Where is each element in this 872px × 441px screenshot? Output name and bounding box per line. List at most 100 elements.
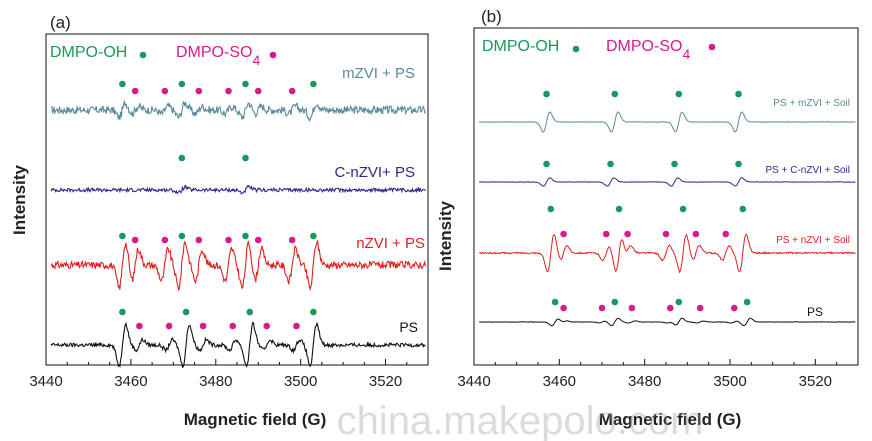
series-label-a-3: PS [399,319,418,335]
so4-peak-marker [161,236,169,244]
panel-b: (b) DMPO-OH DMPO-SO4 PS + mZVI + SoilPS … [436,7,859,429]
legend-so4-marker-b [708,43,716,51]
legend-so4-marker-a [269,51,277,59]
oh-peak-marker [607,160,614,168]
so4-peak-marker [288,236,296,244]
so4-peak-marker [293,322,300,330]
x-tick-label: 3520 [799,373,832,390]
so4-peak-marker [560,230,567,238]
panel-a-frame [45,33,429,366]
so4-peak-marker [696,304,704,312]
oh-peak-marker [310,232,317,240]
so4-peak-marker [624,230,631,238]
so4-peak-marker [254,87,262,95]
so4-peak-marker [263,322,271,330]
oh-peak-marker [679,205,687,213]
oh-peak-marker [178,154,186,162]
so4-peak-marker [229,322,237,330]
panel-a-label: (a) [50,13,71,32]
oh-peak-marker [242,232,249,240]
legend-oh-label-a: DMPO-OH [50,44,127,61]
oh-peak-marker [119,80,126,88]
panel-b-x-label: Magnetic field (G) [599,410,742,429]
oh-peak-marker [310,80,317,88]
oh-peak-marker [543,90,550,98]
oh-peak-marker [611,90,619,98]
oh-peak-marker [246,308,254,316]
so4-peak-marker [560,304,567,312]
spectrum-b-1 [479,177,856,187]
panel-a-x-label: Magnetic field (G) [184,410,327,429]
panel-b-label: (b) [481,7,502,26]
so4-peak-marker [199,322,207,330]
spectrum-a-3 [50,321,426,369]
so4-peak-marker [730,304,738,312]
watermark: china.makepolo.com [337,399,704,441]
oh-peak-marker [310,308,317,316]
so4-peak-marker [722,230,730,238]
panel-a-series: mZVI + PS C-nZVI+ PS nZVI + PS PS [50,65,427,369]
x-tick-label: 3500 [284,373,317,390]
series-label-a-1: C-nZVI+ PS [335,164,415,181]
so4-peak-marker [598,304,606,312]
so4-peak-marker [225,87,232,95]
so4-peak-marker [666,304,674,312]
so4-peak-marker [195,236,203,244]
oh-peak-marker [547,205,555,213]
so4-peak-marker [161,87,169,95]
so4-peak-marker [662,230,670,238]
x-tick-label: 3480 [199,373,232,390]
panel-a-x-axis: 3440 3460 3480 3500 3520 [29,359,429,390]
series-label-b-3: PS [807,305,823,319]
x-tick-label: 3480 [628,373,661,390]
oh-peak-marker [675,298,683,306]
panel-a-y-label: Intensity [10,165,29,235]
series-label-b-2: PS + nZVI + Soil [776,235,850,246]
oh-peak-marker [119,308,126,316]
so4-peak-marker [131,87,139,95]
oh-peak-marker [739,205,747,213]
series-label-a-2: nZVI + PS [356,235,425,252]
oh-peak-marker [675,90,683,98]
x-tick-label: 3460 [543,373,576,390]
oh-peak-marker [182,308,190,316]
spectrum-b-2 [478,233,856,274]
panel-b-x-axis: 3440 3460 3480 3500 3520 [457,359,859,390]
legend-oh-marker-b [572,45,580,53]
spectrum-b-3 [478,317,856,327]
oh-peak-marker [551,298,559,306]
x-tick-label: 3440 [29,373,62,390]
oh-peak-marker [119,232,126,240]
x-tick-label: 3500 [713,373,746,390]
spectrum-b-0 [478,111,856,133]
so4-peak-marker [602,230,610,238]
so4-peak-marker [165,322,173,330]
x-tick-label: 3520 [369,373,402,390]
series-label-b-0: PS + mZVI + Soil [773,98,850,109]
so4-peak-marker [628,304,636,312]
oh-peak-marker [735,160,742,168]
panel-b-series: PS + mZVI + Soil PS + C-nZVI + Soil PS + n… [478,90,856,327]
so4-peak-marker [136,322,143,330]
so4-peak-marker [131,236,139,244]
oh-peak-marker [615,205,623,213]
legend-so4-label-b: DMPO-SO4 [606,38,690,62]
series-label-a-0: mZVI + PS [342,65,415,82]
x-tick-label: 3440 [457,373,490,390]
series-label-b-1: PS + C-nZVI + Soil [766,165,850,176]
oh-peak-marker [242,80,249,88]
x-tick-label: 3460 [114,373,147,390]
oh-peak-marker [743,298,751,306]
panel-a: (a) DMPO-OH DMPO-SO4 mZVI + PS C-nZVI+ PS… [10,13,429,429]
oh-peak-marker [178,232,186,240]
panel-b-frame [473,27,859,366]
oh-peak-marker [543,160,550,168]
so4-peak-marker [288,87,296,95]
legend-oh-marker-a [139,51,147,59]
so4-peak-marker [195,87,203,95]
so4-peak-marker [692,230,700,238]
spectrum-a-1 [50,184,426,195]
spectrum-a-0 [50,99,426,123]
spectrum-a-2 [50,239,427,292]
